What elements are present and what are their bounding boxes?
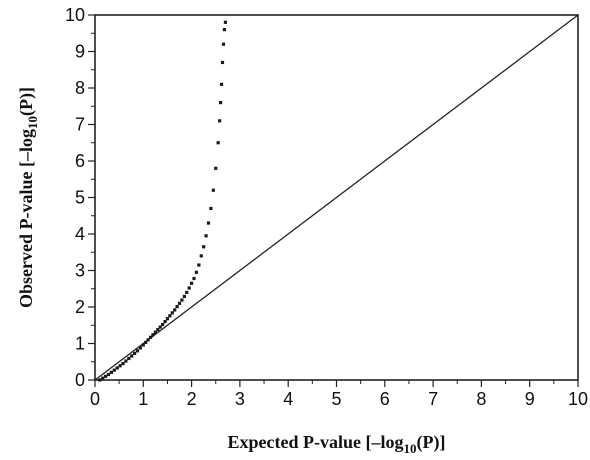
data-point-2: [104, 374, 108, 378]
y-tick-label-10: 10: [65, 5, 85, 25]
data-point-37: [194, 270, 199, 274]
data-point-5: [112, 368, 116, 372]
x-tick-label-8: 8: [476, 389, 486, 409]
data-point-39: [199, 254, 203, 258]
data-point-43: [209, 206, 213, 211]
x-tick-label-4: 4: [283, 389, 293, 409]
data-point-36: [192, 276, 196, 281]
data-point-16: [144, 340, 148, 345]
data-point-32: [182, 294, 186, 299]
data-point-13: [135, 349, 140, 353]
data-point-7: [118, 364, 122, 368]
y-tick-label-2: 2: [75, 297, 85, 317]
x-axis-title-main: Expected P-value [–log: [228, 432, 404, 452]
x-tick-label-0: 0: [90, 389, 100, 409]
data-point-44: [211, 188, 215, 192]
data-point-40: [202, 245, 206, 249]
y-tick-label-9: 9: [75, 42, 85, 62]
y-axis-title: Observed P-value [–log10(P)]: [16, 87, 40, 308]
data-point-53: [223, 20, 228, 24]
data-point-15: [141, 343, 145, 347]
data-point-1: [101, 376, 105, 380]
reference-line: [94, 14, 579, 381]
data-point-34: [187, 286, 191, 290]
x-axis-title-tail: (P)]: [417, 432, 446, 453]
data-point-28: [173, 308, 177, 312]
data-point-35: [190, 281, 194, 285]
y-tick-label-1: 1: [75, 334, 85, 354]
x-axis-title-subscript: 10: [404, 441, 417, 456]
y-axis-ticks: 0 1 2 3 4 5 6 7 8 9 10: [65, 5, 95, 390]
data-point-23: [161, 322, 165, 327]
data-point-31: [180, 298, 184, 302]
data-point-17: [146, 338, 150, 342]
data-point-18: [148, 335, 153, 339]
data-points: [98, 20, 228, 382]
y-axis-title-main: Observed P-value [–log: [16, 129, 36, 308]
data-point-8: [121, 361, 125, 366]
data-point-33: [185, 290, 189, 294]
data-point-52: [222, 28, 227, 32]
x-tick-label-6: 6: [380, 389, 390, 409]
data-point-38: [197, 263, 201, 267]
data-point-49: [219, 82, 224, 86]
x-tick-label-2: 2: [187, 389, 197, 409]
x-tick-label-3: 3: [235, 389, 245, 409]
x-tick-label-5: 5: [331, 389, 341, 409]
x-axis-title: Expected P-value [–log10(P)]: [228, 432, 446, 456]
data-point-47: [218, 119, 222, 123]
data-point-11: [130, 354, 134, 358]
data-point-45: [214, 166, 218, 170]
plot-area: 0 1 2 3 4 5 6 7 8 9 10 0 1 2 3 4 5 6 7 8 9 10: [65, 5, 588, 409]
y-axis-title-subscript: 10: [25, 116, 40, 129]
data-point-29: [175, 305, 179, 309]
data-point-4: [109, 370, 114, 374]
y-tick-label-6: 6: [75, 151, 85, 171]
data-point-51: [221, 42, 226, 46]
data-point-3: [106, 372, 111, 377]
data-point-30: [177, 301, 182, 305]
x-tick-label-1: 1: [138, 389, 148, 409]
data-point-48: [218, 101, 223, 105]
x-tick-label-10: 10: [568, 389, 588, 409]
data-point-20: [153, 330, 157, 334]
data-point-26: [168, 314, 172, 318]
y-tick-label-7: 7: [75, 115, 85, 135]
x-axis-ticks: 0 1 2 3 4 5 6 7 8 9 10: [90, 380, 588, 409]
y-tick-label-0: 0: [75, 370, 85, 390]
y-tick-label-8: 8: [75, 78, 85, 98]
y-tick-label-5: 5: [75, 188, 85, 208]
data-point-22: [158, 325, 162, 329]
data-point-19: [151, 333, 155, 337]
data-point-50: [220, 60, 225, 65]
data-point-14: [138, 346, 143, 350]
data-point-41: [204, 234, 208, 238]
y-tick-label-3: 3: [75, 261, 85, 281]
data-point-10: [127, 356, 131, 361]
x-tick-label-9: 9: [525, 389, 535, 409]
data-point-21: [156, 328, 160, 332]
data-point-12: [133, 351, 137, 355]
x-tick-label-7: 7: [428, 389, 438, 409]
data-point-0: [98, 378, 102, 382]
y-tick-label-4: 4: [75, 224, 85, 244]
y-axis-title-tail: (P)]: [16, 87, 37, 116]
data-point-25: [165, 317, 170, 321]
data-point-24: [163, 320, 167, 324]
data-point-9: [124, 359, 128, 363]
data-point-42: [206, 221, 211, 225]
data-point-27: [170, 311, 174, 315]
data-point-46: [216, 141, 220, 145]
data-point-6: [115, 366, 119, 370]
